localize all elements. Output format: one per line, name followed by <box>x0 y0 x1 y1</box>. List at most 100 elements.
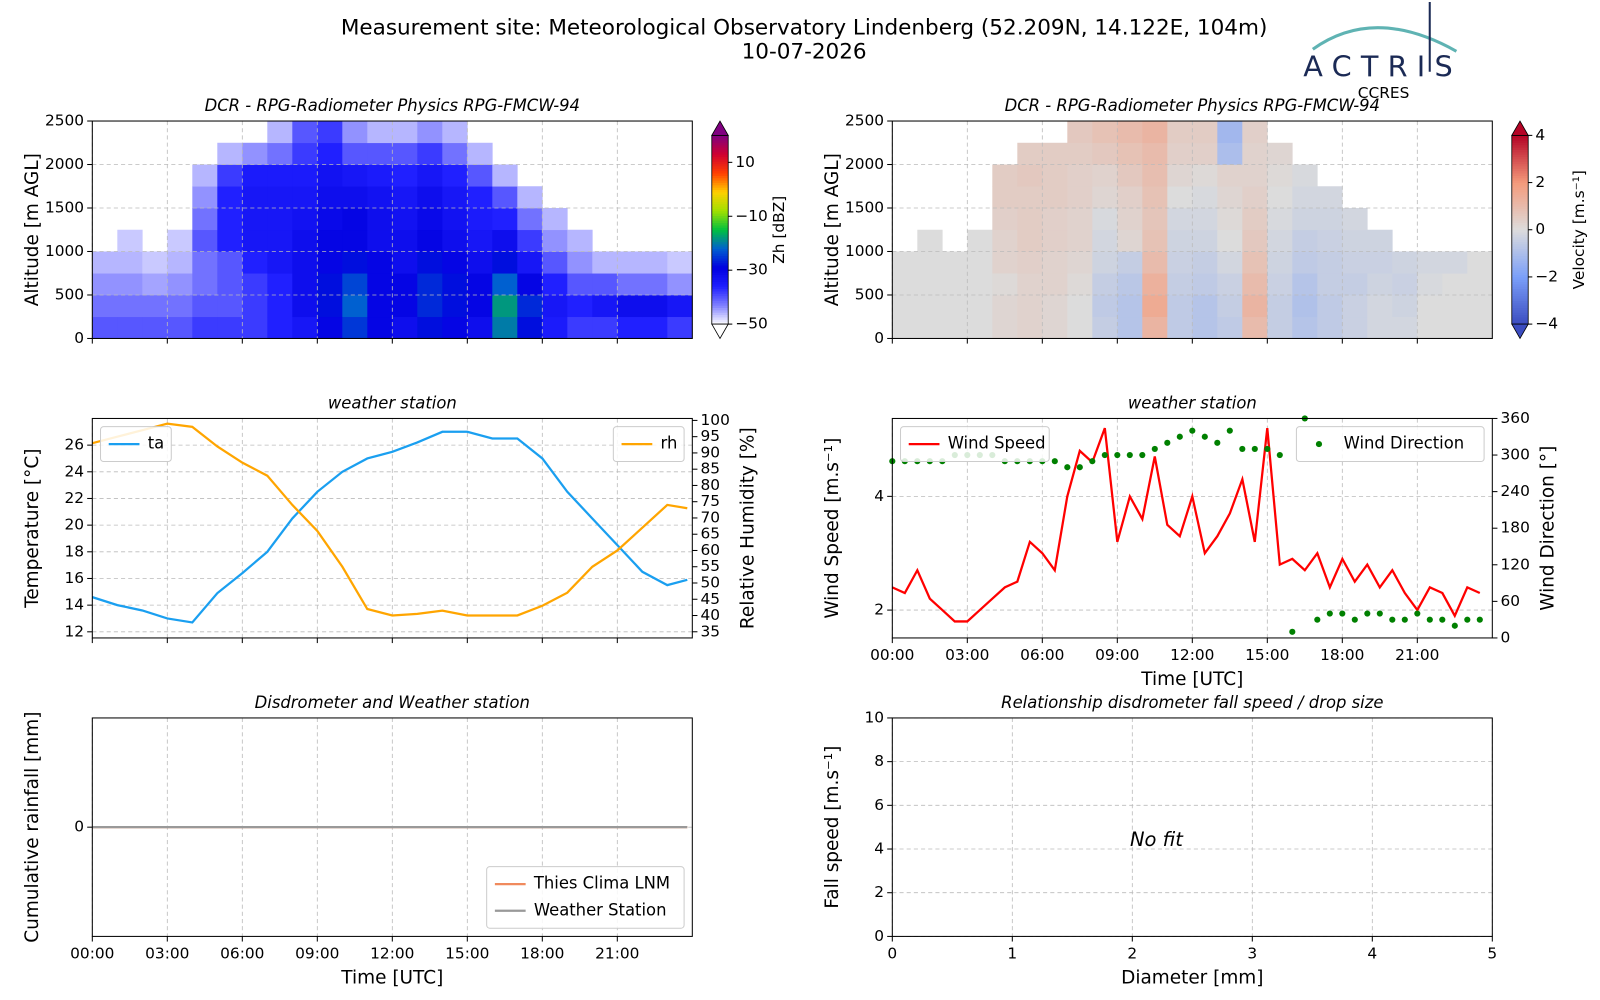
legend-box <box>486 866 685 929</box>
heatmap-cell <box>1317 229 1343 252</box>
y2-tick-label: 55 <box>701 557 721 575</box>
colorbar-cell <box>1511 215 1529 219</box>
heatmap-cell <box>92 251 118 274</box>
heatmap-cell <box>442 273 468 296</box>
heatmap-cell <box>142 273 168 296</box>
colorbar-cell <box>711 307 729 311</box>
heatmap-cell <box>1117 294 1143 318</box>
colorbar-cell <box>1511 222 1529 226</box>
heatmap-cell <box>892 316 918 339</box>
y2-tick-label: 120 <box>1501 555 1530 573</box>
colorbar-cell <box>711 248 729 252</box>
colorbar-cell <box>1511 196 1529 200</box>
heatmap-cell <box>1392 251 1418 274</box>
heatmap-cell <box>592 251 618 274</box>
colorbar-cell <box>711 312 729 316</box>
y2-tick-label: 70 <box>701 508 721 526</box>
heatmap-cell <box>442 251 468 274</box>
colorbar-cell <box>711 293 729 297</box>
y-tick-label: 1000 <box>845 242 884 260</box>
heatmap-cell <box>1217 251 1243 274</box>
legend-swatch <box>1315 441 1323 448</box>
y-axis-label: Temperature [°C] <box>22 449 43 609</box>
heatmap-cell <box>367 316 393 339</box>
colorbar-cell <box>1511 288 1529 292</box>
y2-tick-label: 45 <box>701 590 721 608</box>
heatmap-cell <box>467 208 493 231</box>
heatmap-cell <box>642 294 668 318</box>
heatmap-cell <box>1167 251 1193 274</box>
heatmap-cell <box>1342 294 1368 318</box>
heatmap-cell <box>192 294 218 318</box>
colorbar-cell <box>1511 180 1529 183</box>
colorbar-cell <box>1511 239 1529 242</box>
colorbar-cell <box>1511 151 1529 155</box>
heatmap-cell <box>567 251 593 274</box>
heatmap-cell <box>392 316 418 339</box>
y2-tick-label: 60 <box>1501 592 1521 610</box>
heatmap-cell <box>1292 229 1318 252</box>
colorbar-cell <box>711 147 729 150</box>
heatmap-cell <box>1292 164 1318 187</box>
heatmap-cell <box>892 273 918 296</box>
data-point <box>1264 445 1271 453</box>
colorbar-tick-label: −4 <box>1535 315 1558 333</box>
colorbar-cell <box>1511 184 1529 188</box>
y-tick-label: 500 <box>55 285 84 303</box>
y2-tick-label: 35 <box>701 622 721 640</box>
heatmap-cell <box>317 186 343 209</box>
heatmap-cell <box>1267 316 1293 339</box>
heatmap-cell <box>1417 316 1443 339</box>
heatmap-cell <box>242 316 268 339</box>
heatmap-cell <box>592 294 618 318</box>
colorbar-cell <box>711 272 729 275</box>
colorbar-tick-label: −2 <box>1535 267 1558 285</box>
heatmap-cell <box>1092 273 1118 296</box>
heatmap-cell <box>1467 294 1493 318</box>
heatmap-cell <box>142 251 168 274</box>
heatmap-cell <box>217 186 243 209</box>
colorbar-cell <box>711 142 729 146</box>
heatmap-cell <box>492 251 518 274</box>
heatmap-cell <box>1142 121 1168 144</box>
heatmap-cell <box>92 294 118 318</box>
x-tick-label: 09:00 <box>1095 646 1139 664</box>
colorbar-cell <box>1511 305 1529 309</box>
y-axis-label: Altitude [m AGL] <box>822 153 843 306</box>
colorbar-cell <box>1511 234 1529 238</box>
heatmap-cell <box>942 273 968 296</box>
colorbar-cell <box>711 319 729 323</box>
colorbar-cell <box>1511 276 1529 280</box>
colorbar-cell <box>711 208 729 212</box>
heatmap-cell <box>267 294 293 318</box>
heatmap-cell <box>542 316 568 339</box>
heatmap-cell <box>392 251 418 274</box>
colorbar-end <box>711 323 729 340</box>
heatmap-cell <box>442 229 468 252</box>
y2-tick-label: 85 <box>701 460 721 478</box>
heatmap-cell <box>267 251 293 274</box>
heatmap-cell <box>1342 229 1368 252</box>
heatmap-cell <box>1467 251 1493 274</box>
colorbar-cell <box>1511 135 1529 139</box>
heatmap-cell <box>167 273 193 296</box>
heatmap-cell <box>1267 164 1293 187</box>
x-tick-label: 00:00 <box>70 944 114 962</box>
heatmap-cell <box>542 208 568 231</box>
panel-title: DCR - RPG-Radiometer Physics RPG-FMCW-94 <box>1005 96 1380 115</box>
heatmap-cell <box>1192 164 1218 187</box>
colorbar-cell <box>1511 314 1529 318</box>
heatmap-cell <box>292 208 318 231</box>
heatmap-cell <box>1292 273 1318 296</box>
y-tick-label: 1000 <box>45 242 84 260</box>
colorbar-tick-label: −10 <box>735 207 767 225</box>
heatmap-cell <box>1017 208 1043 231</box>
data-point <box>1076 464 1083 471</box>
colorbar-cell <box>1511 225 1529 228</box>
colorbar-label: Velocity [m.s⁻¹] <box>1570 170 1588 289</box>
heatmap-cell <box>342 294 368 318</box>
x-tick-label: 4 <box>1367 944 1377 962</box>
heatmap-cell <box>617 316 643 339</box>
colorbar-cell <box>711 276 729 280</box>
heatmap-cell <box>892 251 918 274</box>
